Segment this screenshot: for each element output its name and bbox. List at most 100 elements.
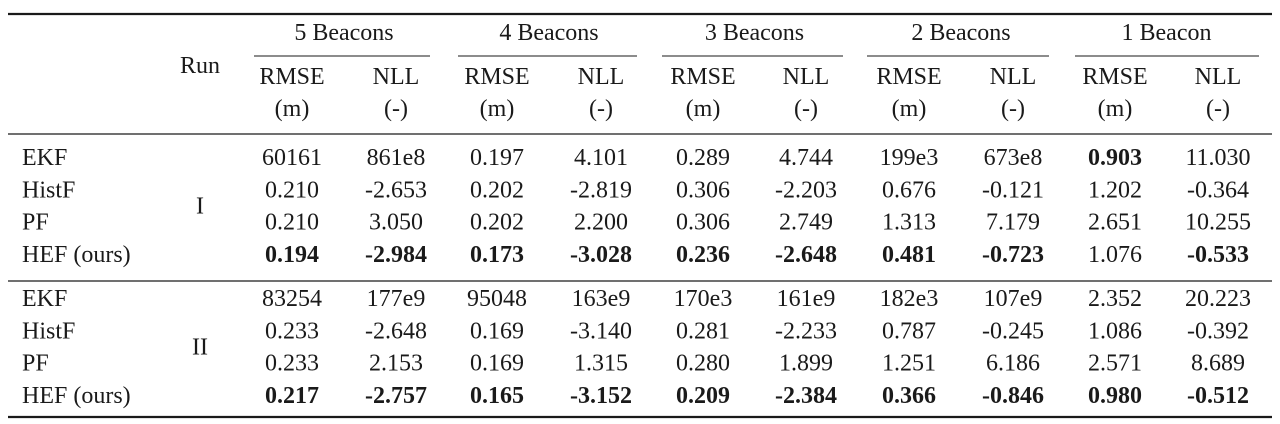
table-cell: 2.153 [369,351,423,377]
method-name: HEF (ours) [22,383,131,409]
table-cell: 0.980 [1088,383,1142,409]
table-cell: 0.202 [470,177,524,203]
table-cell: -2.233 [775,318,837,344]
table-cell: 0.209 [676,383,730,409]
method-name: PF [22,210,49,236]
table-cell: 2.571 [1088,351,1142,377]
metric-unit-subheader: (m) [892,96,927,122]
table-cell: 6.186 [986,351,1040,377]
table-cell: 2.651 [1088,210,1142,236]
table-cell: -0.846 [982,383,1044,409]
table-cell: 2.749 [779,210,833,236]
table-cell: 95048 [467,286,527,312]
table-cell: -2.653 [365,177,427,203]
run-label: II [192,334,208,360]
metric-subheader: RMSE [876,64,941,90]
table-cell: 1.313 [882,210,936,236]
table-cell: 861e8 [367,145,426,171]
method-name: EKF [22,145,67,171]
table-cell: -2.384 [775,383,837,409]
table-cell: 1.315 [574,351,628,377]
metric-unit-subheader: (-) [1001,96,1025,122]
table-cell: -2.984 [365,242,427,268]
metric-unit-subheader: (-) [384,96,408,122]
table-cell: 0.236 [676,242,730,268]
table-cell: 170e3 [674,286,733,312]
table-cell: -2.648 [365,318,427,344]
table-cell: 1.076 [1088,242,1142,268]
table-cell: 20.223 [1185,286,1251,312]
table-cell: -3.140 [570,318,632,344]
table-cell: 0.289 [676,145,730,171]
table-cell: -2.819 [570,177,632,203]
metric-unit-subheader: (m) [275,96,310,122]
table-cell: 0.366 [882,383,936,409]
table-cell: 0.233 [265,318,319,344]
table-cell: 83254 [262,286,322,312]
method-name: HEF (ours) [22,242,131,268]
table-cell: 0.481 [882,242,936,268]
table-cell: 0.306 [676,210,730,236]
table-cell: -0.533 [1187,242,1249,268]
table-cell: 7.179 [986,210,1040,236]
table-cell: 0.787 [882,318,936,344]
run-column-header: Run [180,53,220,79]
metric-unit-subheader: (m) [480,96,515,122]
table-cell: 0.281 [676,318,730,344]
table-cell: -0.512 [1187,383,1249,409]
table-cell: 107e9 [984,286,1043,312]
table-cell: 1.251 [882,351,936,377]
method-name: HistF [22,318,75,344]
table-cell: 1.086 [1088,318,1142,344]
table-cell: 3.050 [369,210,423,236]
table-cell: 0.280 [676,351,730,377]
beacon-group-header: 2 Beacons [911,20,1010,46]
metric-unit-subheader: (m) [686,96,721,122]
method-name: EKF [22,286,67,312]
table-cell: -0.392 [1187,318,1249,344]
method-name: HistF [22,177,75,203]
table-cell: 161e9 [777,286,836,312]
table-cell: 177e9 [367,286,426,312]
table-cell: 0.194 [265,242,319,268]
table-cell: -0.245 [982,318,1044,344]
table-cell: 199e3 [880,145,939,171]
metric-subheader: NLL [373,64,420,90]
table-cell: 0.676 [882,177,936,203]
beacon-group-header: 4 Beacons [499,20,598,46]
table-cell: 163e9 [572,286,631,312]
table-cell: 0.210 [265,177,319,203]
table-cell: -0.364 [1187,177,1249,203]
table-cell: 0.306 [676,177,730,203]
metric-subheader: NLL [1195,64,1242,90]
table-cell: 8.689 [1191,351,1245,377]
metric-subheader: NLL [990,64,1037,90]
metric-subheader: RMSE [259,64,324,90]
table-cell: -3.152 [570,383,632,409]
table-cell: -2.648 [775,242,837,268]
table-cell: 0.202 [470,210,524,236]
metric-subheader: NLL [578,64,625,90]
metric-subheader: RMSE [670,64,735,90]
table-cell: 11.030 [1185,145,1250,171]
metric-subheader: NLL [783,64,830,90]
table-cell: 0.210 [265,210,319,236]
table-cell: 673e8 [984,145,1043,171]
metric-unit-subheader: (-) [589,96,613,122]
method-name: PF [22,351,49,377]
table-cell: -2.757 [365,383,427,409]
table-cell: 0.903 [1088,145,1142,171]
table-cell: 1.899 [779,351,833,377]
metric-subheader: RMSE [1082,64,1147,90]
table-cell: -0.121 [982,177,1044,203]
metric-subheader: RMSE [464,64,529,90]
table-cell: 182e3 [880,286,939,312]
table-cell: 0.197 [470,145,524,171]
table-cell: 0.165 [470,383,524,409]
metric-unit-subheader: (-) [1206,96,1230,122]
metric-unit-subheader: (m) [1098,96,1133,122]
table-cell: 4.744 [779,145,833,171]
table-cell: 4.101 [574,145,628,171]
table-cell: -3.028 [570,242,632,268]
